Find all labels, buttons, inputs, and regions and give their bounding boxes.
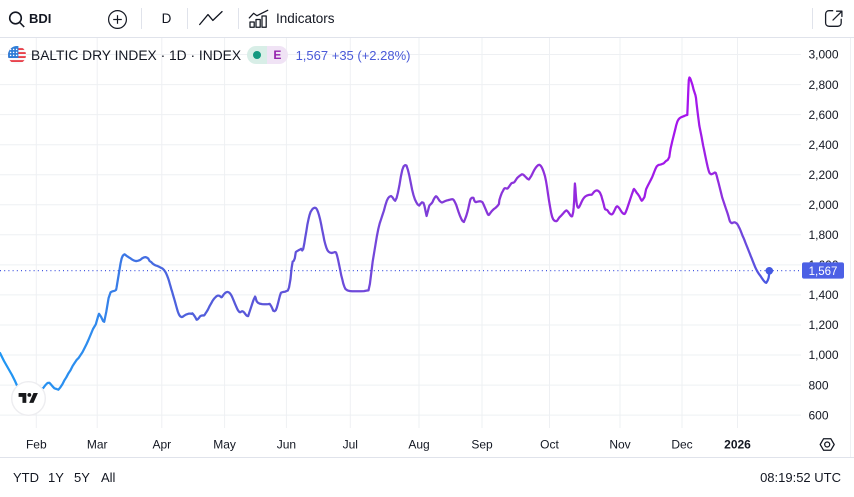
- svg-text:2,400: 2,400: [809, 138, 839, 152]
- svg-text:600: 600: [809, 408, 829, 422]
- svg-text:2,200: 2,200: [809, 168, 839, 182]
- svg-text:800: 800: [809, 378, 829, 392]
- svg-text:Jul: Jul: [343, 438, 358, 452]
- svg-text:Jun: Jun: [277, 438, 296, 452]
- svg-text:1,000: 1,000: [809, 348, 839, 362]
- svg-text:2026: 2026: [724, 438, 751, 452]
- svg-text:Sep: Sep: [471, 438, 493, 452]
- svg-text:1,400: 1,400: [809, 288, 839, 302]
- svg-text:Nov: Nov: [609, 438, 630, 452]
- svg-text:1,567: 1,567: [809, 266, 838, 278]
- svg-text:May: May: [213, 438, 236, 452]
- svg-text:2,000: 2,000: [809, 198, 839, 212]
- svg-text:Apr: Apr: [152, 438, 171, 452]
- svg-text:Mar: Mar: [87, 438, 108, 452]
- svg-text:1,200: 1,200: [809, 318, 839, 332]
- svg-text:Oct: Oct: [540, 438, 559, 452]
- svg-text:Dec: Dec: [671, 438, 692, 452]
- svg-text:3,000: 3,000: [809, 48, 839, 62]
- svg-text:Feb: Feb: [26, 438, 47, 452]
- svg-text:1,800: 1,800: [809, 228, 839, 242]
- svg-text:2,800: 2,800: [809, 78, 839, 92]
- svg-text:Aug: Aug: [408, 438, 429, 452]
- svg-text:2,600: 2,600: [809, 108, 839, 122]
